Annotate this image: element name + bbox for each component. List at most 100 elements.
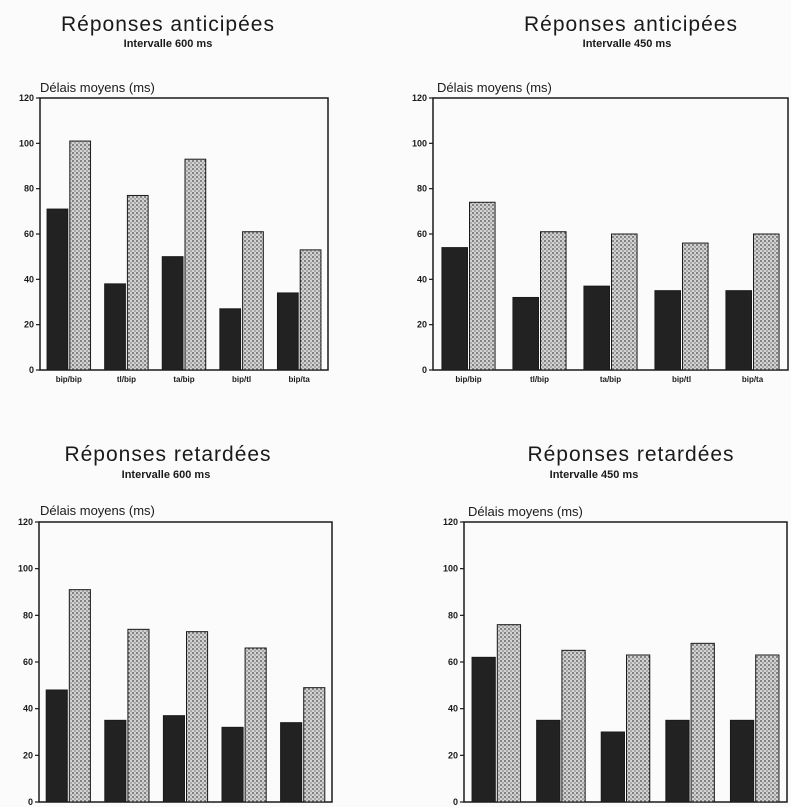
bar-dark [600, 731, 626, 803]
y-tick-label: 0 [453, 797, 458, 807]
bar-dark [45, 689, 68, 803]
bar-dark [280, 722, 303, 803]
y-tick-label: 80 [448, 610, 458, 620]
y-tick-label: 40 [417, 274, 427, 284]
chart-title: Réponses anticipées [524, 13, 738, 36]
bar-stippled [753, 233, 780, 371]
x-tick-label: bip/ta [742, 375, 764, 384]
chart-svg: Réponses retardées Intervalle 450 ms Dél… [443, 443, 788, 807]
y-tick-label: 100 [19, 138, 34, 148]
chart-panel-anticipees-600: Réponses anticipées Intervalle 600 ms Dé… [0, 0, 395, 403]
bar-stippled [540, 231, 567, 371]
x-tick-label: ta/bip [600, 375, 621, 384]
plot-area: 020406080100120bip/biptl/bipta/bipbip/tl… [443, 517, 788, 807]
y-tick-label: 20 [448, 750, 458, 760]
bar-stippled [611, 233, 638, 371]
x-tick-label: tl/bip [530, 375, 549, 384]
y-axis-label: Délais moyens (ms) [437, 80, 552, 95]
y-tick-label: 120 [443, 517, 458, 527]
y-tick-label: 100 [412, 138, 427, 148]
bar-dark [219, 308, 242, 371]
bar-stippled [69, 140, 92, 371]
y-tick-label: 40 [448, 704, 458, 714]
x-tick-label: bip/tl [672, 375, 691, 384]
bar-stippled [682, 242, 709, 371]
bar-dark [471, 656, 496, 803]
y-tick-label: 20 [23, 750, 33, 760]
y-tick-label: 0 [28, 797, 33, 807]
chart-panel-retardees-600: Réponses retardées Intervalle 600 ms Dél… [0, 404, 395, 807]
x-tick-label: bip/tl [232, 375, 251, 384]
y-axis-label: Délais moyens (ms) [40, 80, 155, 95]
y-tick-label: 120 [412, 93, 427, 103]
bar-dark [221, 726, 244, 803]
chart-subtitle: Intervalle 450 ms [550, 469, 639, 481]
bar-stippled [184, 158, 207, 371]
y-tick-label: 40 [23, 704, 33, 714]
y-axis-label: Délais moyens (ms) [40, 503, 155, 518]
bar-stippled [186, 631, 209, 803]
plot-area: 0 20 40 60 80 100 120 bip/bip tl/bip ta/bip bip/tl… [19, 93, 329, 384]
y-tick-label: 100 [18, 564, 33, 574]
y-tick-label: 20 [24, 320, 34, 330]
bar-stippled [755, 654, 780, 803]
bar-dark [729, 719, 755, 803]
bar-dark [665, 719, 690, 803]
bar-stippled [561, 649, 586, 803]
y-tick-label: 60 [23, 657, 33, 667]
chart-svg: Réponses anticipées Intervalle 450 ms Dé… [412, 13, 789, 384]
chart-subtitle: Intervalle 600 ms [124, 38, 213, 50]
y-tick-label: 60 [24, 229, 34, 239]
bar-stippled [244, 647, 267, 803]
plot-area: 020406080100120bip/biptl/bipta/bipbip/tl… [18, 517, 333, 807]
x-tick-label: bip/bip [455, 375, 481, 384]
bar-stippled [626, 654, 651, 803]
bar-dark [654, 290, 682, 371]
y-tick-label: 40 [24, 274, 34, 284]
y-tick-label: 80 [24, 184, 34, 194]
y-tick-label: 120 [18, 517, 33, 527]
bar-dark [161, 256, 184, 371]
bar-stippled [303, 687, 326, 803]
y-tick-label: 60 [417, 229, 427, 239]
chart-subtitle: Intervalle 450 ms [583, 38, 672, 50]
bar-dark [536, 719, 561, 803]
y-tick-label: 60 [448, 657, 458, 667]
chart-svg: Réponses retardées Intervalle 600 ms Dél… [18, 443, 333, 807]
bar-stippled [127, 628, 150, 803]
y-tick-label: 0 [422, 365, 427, 375]
bar-stippled [496, 624, 522, 803]
bar-stippled [469, 201, 496, 371]
chart-title: Réponses retardées [64, 443, 271, 466]
y-axis-label: Délais moyens (ms) [468, 504, 583, 519]
bar-dark [441, 247, 468, 371]
chart-title: Réponses retardées [527, 443, 734, 466]
plot-area: 0 20 40 60 80 100 120 bip/bip tl/bip ta/bip bip/tl… [412, 93, 789, 384]
chart-panel-anticipees-450: Réponses anticipées Intervalle 450 ms Dé… [396, 0, 791, 403]
bar-dark [104, 719, 127, 803]
x-tick-label: tl/bip [117, 375, 136, 384]
chart-subtitle: Intervalle 600 ms [122, 469, 211, 481]
y-tick-label: 20 [417, 320, 427, 330]
bar-stippled [299, 249, 322, 371]
bar-dark [46, 208, 69, 371]
x-tick-label: bip/bip [56, 375, 82, 384]
y-tick-label: 0 [29, 365, 34, 375]
bar-stippled [690, 642, 715, 803]
x-tick-label: bip/ta [289, 375, 311, 384]
bar-stippled [126, 194, 149, 371]
chart-panel-retardees-450: Réponses retardées Intervalle 450 ms Dél… [396, 404, 791, 807]
bar-dark [512, 296, 540, 371]
y-tick-label: 120 [19, 93, 34, 103]
bar-dark [162, 715, 186, 803]
bar-dark [583, 285, 611, 371]
y-tick-label: 80 [417, 184, 427, 194]
bar-dark [725, 290, 753, 371]
bar-dark [104, 283, 126, 371]
y-tick-label: 100 [443, 564, 458, 574]
x-tick-label: ta/bip [173, 375, 194, 384]
chart-title: Réponses anticipées [61, 13, 275, 36]
bar-dark [276, 292, 299, 371]
bar-stippled [68, 589, 91, 803]
chart-svg: Réponses anticipées Intervalle 600 ms Dé… [19, 13, 329, 384]
